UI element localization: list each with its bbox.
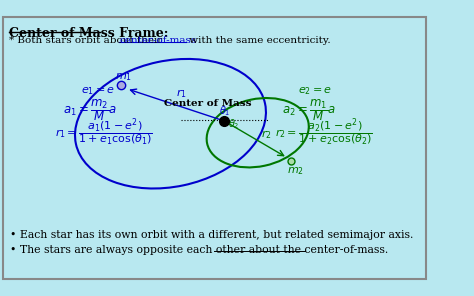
Text: $a_1 = \dfrac{m_2}{M}a$: $a_1 = \dfrac{m_2}{M}a$ bbox=[63, 97, 117, 123]
Text: $\theta_2$: $\theta_2$ bbox=[228, 117, 239, 131]
Text: * Both stars orbit about their: * Both stars orbit about their bbox=[9, 36, 165, 46]
Text: $\theta_1$: $\theta_1$ bbox=[219, 104, 231, 118]
Text: Center of Mass: Center of Mass bbox=[164, 99, 252, 108]
Text: • The stars are always opposite each other about the center-of-mass.: • The stars are always opposite each oth… bbox=[10, 245, 389, 255]
Text: $r_1$: $r_1$ bbox=[176, 87, 187, 100]
Text: $e_2 = e$: $e_2 = e$ bbox=[298, 85, 332, 97]
Text: $e_1 = e$: $e_1 = e$ bbox=[81, 85, 115, 97]
Text: $a_2 = \dfrac{m_1}{M}a$: $a_2 = \dfrac{m_1}{M}a$ bbox=[282, 97, 336, 123]
Text: $r_1 = \dfrac{a_1(1-e^2)}{1+e_1\cos(\theta_1)}$: $r_1 = \dfrac{a_1(1-e^2)}{1+e_1\cos(\the… bbox=[55, 117, 153, 148]
Text: $r_2 = \dfrac{a_2(1-e^2)}{1+e_2\cos(\theta_2)}$: $r_2 = \dfrac{a_2(1-e^2)}{1+e_2\cos(\the… bbox=[275, 117, 373, 148]
FancyBboxPatch shape bbox=[3, 17, 426, 279]
Text: $m_2$: $m_2$ bbox=[287, 165, 304, 177]
Text: • Each star has its own orbit with a different, but related semimajor axis.: • Each star has its own orbit with a dif… bbox=[10, 230, 414, 240]
Text: Center of Mass Frame:: Center of Mass Frame: bbox=[9, 27, 168, 40]
Text: center-of-mass: center-of-mass bbox=[119, 36, 196, 46]
Text: $m_1$: $m_1$ bbox=[115, 71, 132, 83]
Text: $r_2$: $r_2$ bbox=[261, 128, 272, 141]
Text: with the same eccentricity.: with the same eccentricity. bbox=[186, 36, 330, 46]
